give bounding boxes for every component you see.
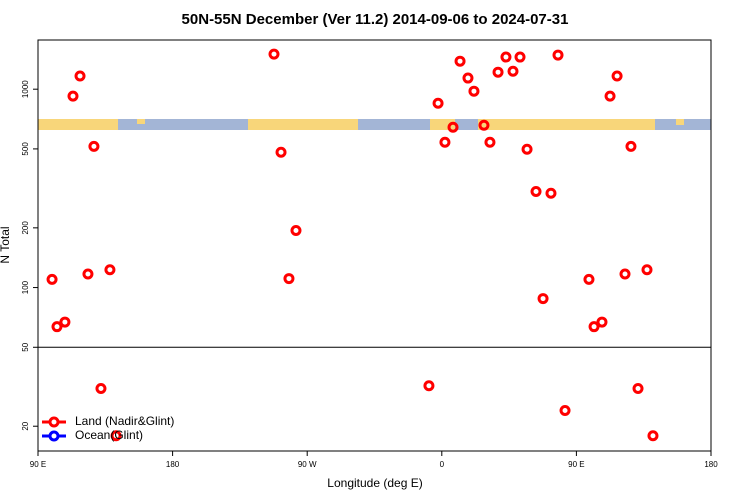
data-point: [625, 140, 637, 152]
legend-label: Ocean(Glint): [75, 428, 143, 442]
data-point: [530, 185, 542, 197]
x-tick-label: 180: [166, 460, 180, 469]
data-point: [432, 97, 444, 109]
data-point: [462, 72, 474, 84]
y-tick-label: 1000: [21, 80, 30, 98]
data-point: [468, 85, 480, 97]
plot-frame: [37, 39, 712, 452]
y-tick-label: 500: [21, 142, 30, 156]
x-tick-label: 90 E: [568, 460, 584, 469]
data-point: [283, 273, 295, 285]
y-tick-label: 200: [21, 221, 30, 235]
data-point: [423, 380, 435, 392]
data-point: [641, 264, 653, 276]
y-tick-label: 100: [21, 280, 30, 294]
data-point: [484, 136, 496, 148]
data-point: [500, 51, 512, 63]
data-point: [537, 293, 549, 305]
data-point: [454, 55, 466, 67]
data-point: [647, 430, 659, 442]
data-point: [611, 70, 623, 82]
x-axis-label: Longitude (deg E): [327, 476, 422, 490]
data-point: [275, 146, 287, 158]
data-point: [521, 143, 533, 155]
chart-title: 50N-55N December (Ver 11.2) 2014-09-06 t…: [182, 11, 569, 28]
data-point: [74, 70, 86, 82]
data-point: [82, 268, 94, 280]
data-point: [95, 382, 107, 394]
data-point: [492, 66, 504, 78]
data-point: [552, 49, 564, 61]
data-point: [51, 321, 63, 333]
x-tick-label: 90 E: [30, 460, 46, 469]
data-point: [559, 405, 571, 417]
data-point: [596, 316, 608, 328]
x-tick-label: 0: [440, 460, 445, 469]
data-point: [447, 121, 459, 133]
legend-label: Land (Nadir&Glint): [75, 414, 174, 428]
surface-strip: [38, 119, 711, 130]
data-point: [545, 187, 557, 199]
data-point: [507, 65, 519, 77]
data-point: [59, 316, 71, 328]
legend-marker: [48, 430, 60, 442]
data-point: [588, 321, 600, 333]
data-point: [583, 273, 595, 285]
y-tick-label: 50: [21, 342, 30, 351]
data-point: [268, 48, 280, 60]
data-point: [110, 430, 122, 442]
data-point: [632, 382, 644, 394]
data-point: [514, 51, 526, 63]
x-tick-label: 90 W: [298, 460, 317, 469]
data-point: [290, 224, 302, 236]
data-point: [46, 273, 58, 285]
x-tick-label: 180: [704, 460, 718, 469]
data-point: [88, 140, 100, 152]
legend-marker: [48, 416, 60, 428]
data-point: [604, 90, 616, 102]
data-point: [439, 136, 451, 148]
y-axis-label: N Total: [0, 226, 12, 263]
data-point: [478, 119, 490, 131]
y-tick-label: 20: [21, 421, 30, 430]
data-point: [619, 268, 631, 280]
data-point: [67, 90, 79, 102]
data-point: [104, 264, 116, 276]
